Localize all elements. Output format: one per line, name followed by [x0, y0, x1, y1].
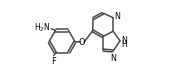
Text: O: O — [79, 38, 86, 47]
Text: N: N — [114, 12, 120, 21]
Text: F: F — [51, 57, 56, 66]
Text: H$_2$N: H$_2$N — [34, 22, 50, 34]
Text: N: N — [111, 54, 117, 63]
Text: N: N — [121, 36, 127, 45]
Text: H: H — [121, 40, 127, 49]
